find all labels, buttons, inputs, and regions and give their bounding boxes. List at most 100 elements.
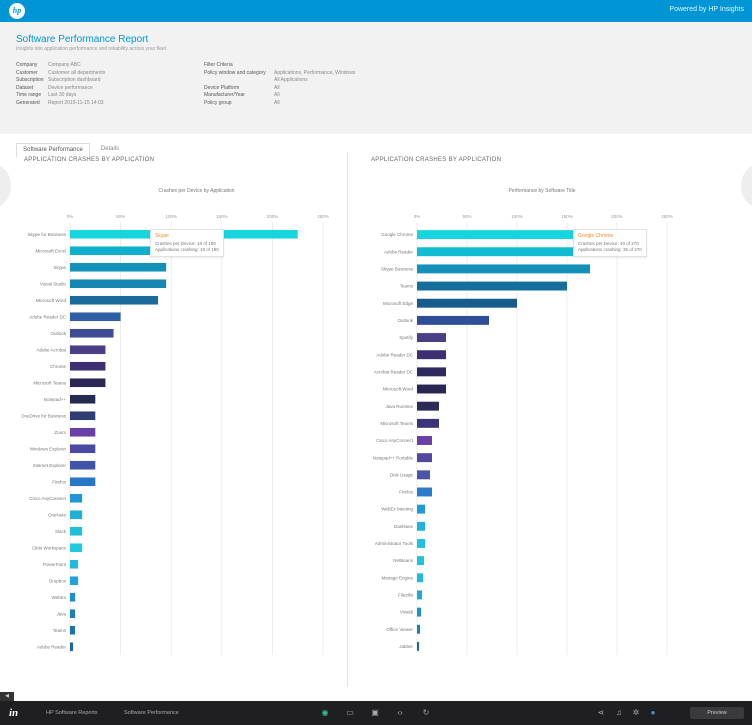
bar	[417, 384, 446, 394]
history-icon[interactable]: ↻	[422, 708, 430, 717]
x-tick-label: 100%	[511, 214, 523, 219]
bar	[70, 477, 96, 487]
bar	[70, 345, 106, 355]
eye-icon[interactable]: ◉	[321, 708, 329, 717]
y-tick-label: Microsoft Word	[383, 387, 414, 392]
bar	[417, 230, 602, 240]
inspect-icon[interactable]: ▣	[371, 708, 379, 717]
x-tick-label: 100%	[165, 214, 177, 219]
y-tick-label: Disk Usage	[390, 472, 414, 477]
report-header: Software Performance Report Insights int…	[0, 22, 752, 157]
tooltip-title: Google Chrome	[578, 233, 614, 239]
x-tick-label: 200%	[611, 214, 623, 219]
invision-logo[interactable]: in	[9, 707, 19, 719]
bar	[70, 543, 83, 553]
tooltip-line: Applications crashing: 18 of 180	[155, 247, 219, 252]
meta-value: Company ABC	[48, 62, 81, 68]
tooltip-line: Applications crashing: 35 of 270	[578, 247, 642, 252]
y-tick-label: Microsoft Word	[36, 298, 67, 303]
bar	[70, 328, 114, 338]
y-tick-label: WebEx	[52, 595, 67, 600]
bar	[70, 378, 106, 388]
hp-logo: hp	[9, 3, 25, 19]
y-tick-label: Skype for Business	[27, 232, 66, 237]
y-tick-label: Adobe Reader	[384, 249, 414, 254]
y-tick-label: Firefox	[399, 490, 414, 495]
x-tick-label: 200%	[267, 214, 279, 219]
meta-key: Generated	[16, 99, 40, 106]
meta-value: All	[274, 99, 280, 106]
bar	[417, 350, 446, 360]
y-tick-label: NetBeans	[393, 558, 414, 563]
tab-software-performance[interactable]: Software Performance	[16, 143, 90, 157]
bar	[417, 436, 432, 445]
meta-key: Subscription	[16, 77, 44, 84]
meta-value: Subscription dashboard	[48, 77, 101, 84]
meta-value: Device performance	[48, 84, 93, 91]
bar	[417, 367, 446, 377]
y-tick-label: Zoom	[54, 430, 66, 435]
bar	[70, 262, 167, 272]
tooltip-line: Crashes per Device: 18 of 180	[155, 241, 216, 246]
y-tick-label: Notepad++ Portable	[373, 455, 414, 460]
report-meta-right: Filter Criteria Policy window and catego…	[204, 62, 355, 108]
meta-value: Customer all departments	[48, 69, 106, 76]
y-tick-label: Internet Explorer	[33, 463, 67, 468]
meta-row: Manufacturer/Year All	[204, 92, 355, 100]
comment-icon[interactable]: ▭	[346, 708, 354, 717]
y-tick-label: Citrix Workspace	[32, 545, 66, 550]
meta-value: All	[274, 92, 280, 99]
next-page-button[interactable]	[741, 163, 752, 209]
x-tick-label: 50%	[116, 214, 125, 219]
report-subtitle: Insights into application performance an…	[16, 46, 167, 52]
bar	[417, 521, 425, 531]
bar-chart-svg: Performance by Software Title 0% 50% 100% 15…	[373, 188, 673, 655]
meta-row: Policy group All	[204, 100, 355, 108]
meta-key: Policy window and category	[204, 69, 266, 76]
bar	[417, 264, 590, 274]
bar	[417, 641, 419, 651]
y-tick-label: Skype Business	[381, 267, 414, 272]
meta-key: Manufacturer/Year	[204, 92, 245, 99]
y-tick-label: Adobe Reader DC	[29, 314, 67, 319]
bar	[70, 361, 106, 371]
share-icon[interactable]: ⋖	[597, 708, 605, 717]
y-tick-label: Java Runtime	[385, 404, 413, 409]
bar	[417, 624, 420, 634]
y-tick-label: Jabber	[399, 644, 413, 649]
bottom-toolbar: in HP Software Reports Software Performa…	[0, 701, 752, 725]
settings-icon[interactable]: ✲	[632, 708, 640, 717]
y-tick-label: Administrator Tools	[375, 541, 414, 546]
tab-details[interactable]: Details	[100, 146, 120, 152]
x-tick-label: 250%	[317, 214, 329, 219]
bar	[417, 453, 432, 463]
y-tick-label: Java	[56, 611, 66, 616]
meta-key: Dataset	[16, 84, 34, 91]
chart-title: Crashes per Device by Application	[158, 188, 234, 194]
report-title: Software Performance Report	[16, 34, 149, 45]
preview-button[interactable]: Preview	[690, 707, 744, 719]
meta-key: Customer	[16, 69, 38, 76]
bar	[417, 538, 425, 548]
y-tick-label: Dropbox	[49, 578, 67, 583]
left-panel-title: APPLICATION CRASHES BY APPLICATION	[24, 157, 155, 163]
y-tick-label: Outlook	[50, 331, 66, 336]
x-tick-label: 150%	[216, 214, 228, 219]
screen-name[interactable]: Software Performance	[124, 710, 179, 716]
notifications-icon[interactable]: ♫	[616, 708, 622, 717]
code-icon[interactable]: ‹›	[397, 708, 403, 717]
y-tick-label: Filezilla	[398, 593, 414, 598]
meta-key: Device Platform	[204, 84, 240, 91]
chart-title: Performance by Software Title	[509, 188, 576, 194]
previous-page-button[interactable]	[0, 163, 11, 209]
x-tick-label: 150%	[561, 214, 573, 219]
x-tick-label: 250%	[661, 214, 673, 219]
bar	[70, 592, 76, 602]
bar	[417, 333, 446, 343]
project-name[interactable]: HP Software Reports	[46, 710, 98, 716]
filter-criteria-title: Filter Criteria	[204, 62, 233, 68]
y-tick-label: Microsoft Teams	[33, 380, 66, 385]
right-bar-chart: Performance by Software Title 0% 50% 100% 15…	[360, 180, 680, 660]
x-tick-label: 0%	[414, 214, 421, 219]
left-chart-tooltip: Skype Crashes per Device: 18 of 180 Appl…	[150, 229, 224, 257]
